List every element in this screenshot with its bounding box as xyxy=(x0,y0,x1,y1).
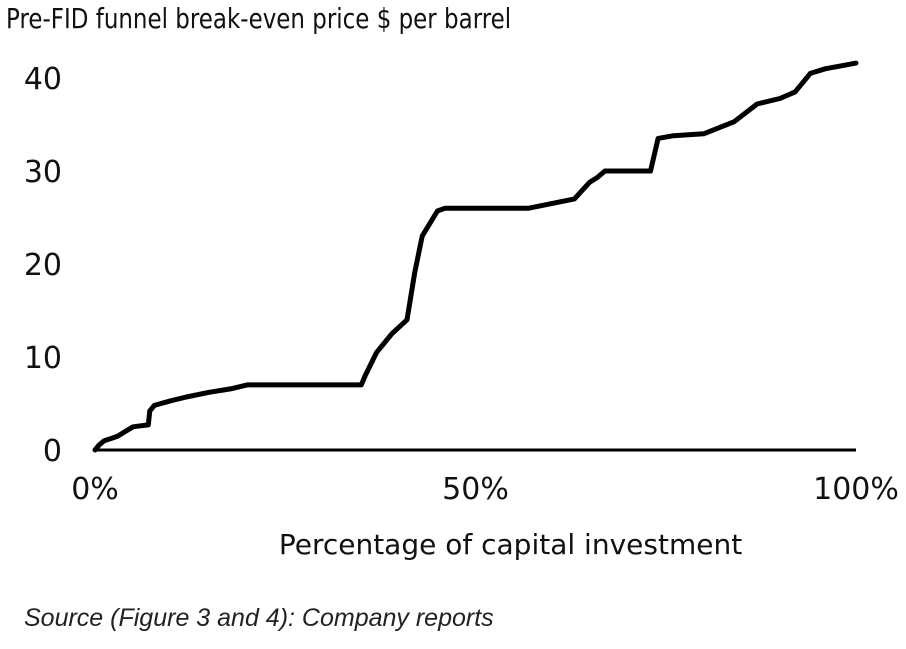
y-tick-label: 20 xyxy=(24,248,62,283)
x-tick-label: 0% xyxy=(71,472,119,507)
chart-title: Pre-FID funnel break-even price $ per ba… xyxy=(6,2,512,35)
series-line xyxy=(92,60,859,453)
x-tick-labels: 0% 50% 100% xyxy=(71,472,899,507)
y-tick-label: 0 xyxy=(43,434,62,469)
y-tick-labels: 0 10 20 30 40 xyxy=(24,62,62,469)
y-tick-label: 30 xyxy=(24,155,62,190)
x-axis-title: Percentage of capital investment xyxy=(279,528,742,561)
x-tick-label: 50% xyxy=(442,472,509,507)
source-note: Source (Figure 3 and 4): Company reports xyxy=(24,604,494,632)
chart-plot: 0 10 20 30 40 0% 50% 100% Percentage of capita… xyxy=(24,60,899,561)
x-tick-label: 100% xyxy=(813,472,899,507)
y-tick-label: 10 xyxy=(24,341,62,376)
y-tick-label: 40 xyxy=(24,62,62,97)
